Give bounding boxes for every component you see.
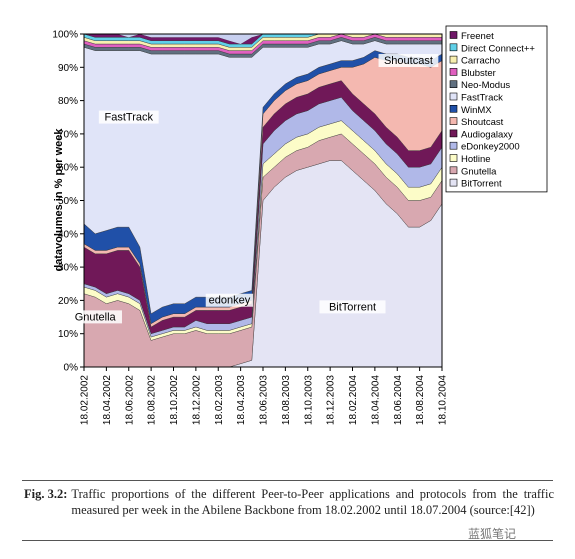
legend-swatch-blubster xyxy=(450,68,457,75)
legend-label-carracho: Carracho xyxy=(461,56,500,67)
legend-label-audiogalaxy: Audiogalaxy xyxy=(461,129,513,140)
y-tick-label: 80% xyxy=(58,96,78,107)
caption-label: Fig. 3.2: xyxy=(24,486,67,518)
legend-label-neo-modus: Neo-Modus xyxy=(461,80,510,91)
x-tick-label: 18.12.2002 xyxy=(191,375,202,425)
legend-swatch-bittorrent xyxy=(450,179,457,186)
x-tick-label: 18.10.2003 xyxy=(303,375,314,425)
legend-label-winmx: WinMX xyxy=(461,105,492,116)
legend-swatch-neo-modus xyxy=(450,81,457,88)
caption-text: Traffic proportions of the different Pee… xyxy=(67,486,554,518)
legend-label-bittorrent: BitTorrent xyxy=(461,179,502,190)
legend-swatch-carracho xyxy=(450,56,457,63)
legend-swatch-winmx xyxy=(450,105,457,112)
legend-swatch-edonkey2000 xyxy=(450,142,457,149)
x-tick-label: 18.04.2002 xyxy=(102,375,113,425)
legend-label-hotline: Hotline xyxy=(461,154,491,165)
legend-label-fasttrack: FastTrack xyxy=(461,93,503,104)
figure-caption: Fig. 3.2: Traffic proportions of the dif… xyxy=(24,486,554,518)
legend-label-blubster: Blubster xyxy=(461,68,496,79)
x-tick-label: 18.06.2004 xyxy=(393,375,404,425)
legend-swatch-freenet xyxy=(450,32,457,39)
y-tick-label: 0% xyxy=(64,363,79,374)
x-axis: 18.02.2002 18.04.2002 18.06.2002 18.08.2002… xyxy=(80,367,449,425)
legend-swatch-audiogalaxy xyxy=(450,130,457,137)
legend-label-shoutcast: Shoutcast xyxy=(461,117,504,128)
x-tick-label: 18.06.2002 xyxy=(124,375,135,425)
y-tick-label: 90% xyxy=(58,63,78,74)
y-axis-label: datavolumes in % per week xyxy=(53,128,65,272)
chart: 0%10%20%30%40%50%60%70%80%90%100% 18.02.… xyxy=(0,0,575,470)
annotation-shoutcast: Shoutcast xyxy=(384,55,433,67)
x-tick-label: 18.12.2003 xyxy=(326,375,337,425)
x-tick-label: 18.04.2003 xyxy=(236,375,247,425)
caption-rule-top xyxy=(22,480,553,481)
x-tick-label: 18.08.2002 xyxy=(147,375,158,425)
y-tick-label: 10% xyxy=(58,329,78,340)
legend-label-gnutella: Gnutella xyxy=(461,166,497,177)
legend-swatch-direct-connect xyxy=(450,44,457,51)
x-tick-label: 18.08.2003 xyxy=(281,375,292,425)
legend-swatch-shoutcast xyxy=(450,118,457,125)
legend-swatch-hotline xyxy=(450,155,457,162)
y-tick-label: 100% xyxy=(52,30,78,41)
x-tick-label: 18.10.2004 xyxy=(438,375,449,425)
legend-label-freenet: Freenet xyxy=(461,31,494,42)
x-tick-label: 18.06.2003 xyxy=(259,375,270,425)
watermark-logo: 蓝狐笔记 xyxy=(468,525,516,542)
annotation-bittorrent: BitTorrent xyxy=(329,301,376,313)
x-tick-label: 18.02.2003 xyxy=(214,375,225,425)
annotation-gnutella: Gnutella xyxy=(75,311,117,323)
annotation-fasttrack: FastTrack xyxy=(105,112,154,124)
x-tick-label: 18.10.2002 xyxy=(169,375,180,425)
x-tick-label: 18.02.2002 xyxy=(80,375,91,425)
y-tick-label: 20% xyxy=(58,296,78,307)
x-tick-label: 18.04.2004 xyxy=(370,375,381,425)
stacked-areas xyxy=(84,34,442,367)
x-tick-label: 18.08.2004 xyxy=(415,375,426,425)
legend-swatch-fasttrack xyxy=(450,93,457,100)
x-tick-label: 18.02.2004 xyxy=(348,375,359,425)
annotation-edonkey: edonkey xyxy=(209,295,251,307)
legend-label-direct-connect: Direct Connect++ xyxy=(461,43,535,54)
legend-label-edonkey2000: eDonkey2000 xyxy=(461,142,520,153)
legend-swatch-gnutella xyxy=(450,167,457,174)
